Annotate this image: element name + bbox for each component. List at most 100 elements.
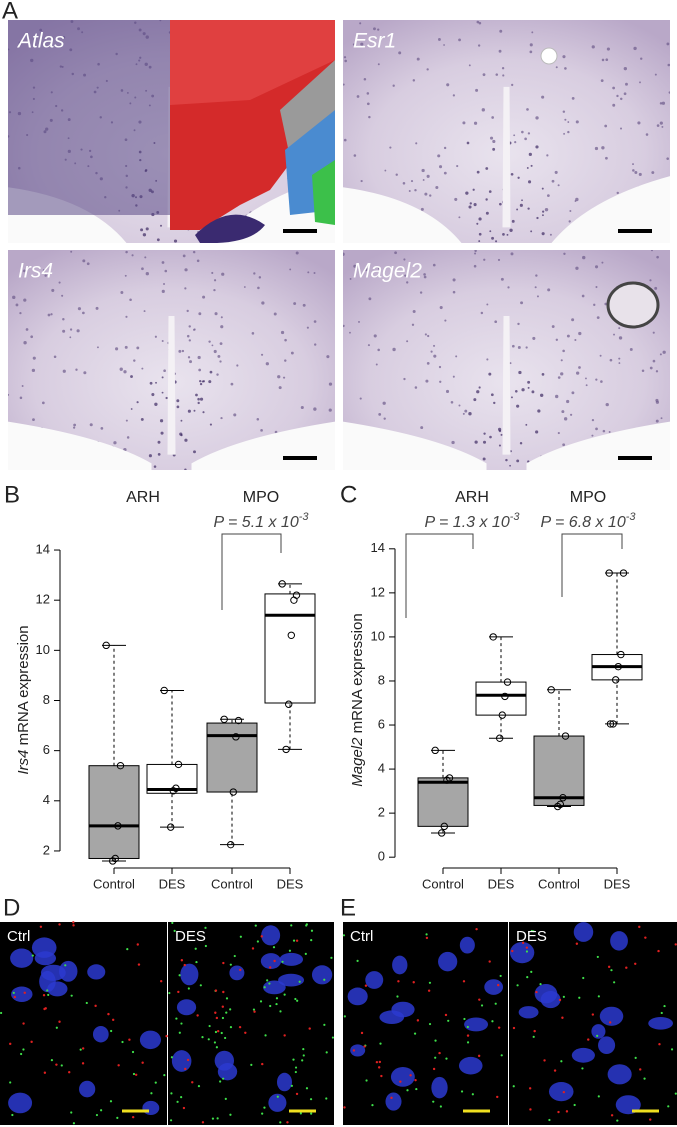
cell	[133, 359, 136, 362]
cell	[154, 402, 158, 406]
cell	[507, 286, 510, 289]
cell	[31, 368, 36, 373]
cell	[634, 170, 638, 174]
cell	[625, 82, 628, 86]
cell	[404, 274, 407, 277]
cell	[482, 73, 486, 77]
cell	[69, 336, 72, 339]
cell	[12, 295, 16, 300]
cell	[476, 170, 480, 174]
cell	[623, 92, 627, 96]
green-dot	[266, 979, 269, 982]
green-dot	[296, 999, 299, 1002]
green-dot	[254, 924, 257, 927]
red-dot	[182, 1106, 186, 1110]
cell	[197, 397, 200, 401]
green-dot	[439, 1105, 442, 1108]
cell	[260, 353, 264, 356]
red-dot	[215, 1016, 219, 1020]
green-dot	[216, 1117, 219, 1120]
cell	[352, 43, 356, 46]
nucleus	[276, 1072, 293, 1092]
cell	[492, 139, 496, 144]
cell	[161, 391, 164, 394]
cell	[180, 419, 183, 422]
red-dot	[380, 1074, 383, 1078]
cell	[422, 179, 425, 181]
cell	[485, 211, 489, 215]
cell	[531, 390, 535, 394]
cell	[230, 382, 234, 386]
cell	[456, 164, 459, 168]
cell	[571, 391, 575, 395]
cell	[176, 399, 180, 403]
red-dot	[416, 1019, 420, 1022]
green-dot	[480, 1004, 484, 1007]
cell	[433, 344, 436, 347]
nucleus	[87, 964, 106, 980]
data-point	[220, 715, 228, 723]
cell	[278, 386, 282, 390]
cell	[21, 385, 24, 387]
cell	[554, 170, 558, 174]
green-dot	[180, 1095, 183, 1099]
nucleus	[610, 931, 628, 951]
data-point	[431, 746, 439, 755]
red-dot	[412, 981, 415, 984]
p-value: P = 1.3 x 10-3	[424, 511, 520, 531]
cell	[551, 325, 555, 328]
cell	[517, 322, 520, 326]
cell	[70, 250, 73, 253]
red-dot	[244, 1031, 247, 1034]
cell	[564, 67, 567, 70]
green-dot	[225, 997, 229, 1000]
cell	[192, 250, 196, 254]
green-dot	[256, 940, 259, 943]
green-dot	[530, 970, 533, 973]
atlas-overlay	[170, 20, 335, 105]
green-dot	[526, 975, 529, 979]
cell	[571, 97, 575, 100]
cell	[115, 347, 119, 351]
cell	[360, 179, 363, 183]
cell	[478, 240, 481, 243]
green-dot	[229, 1025, 233, 1029]
cell	[344, 59, 347, 63]
cell	[359, 22, 362, 25]
cell	[443, 171, 447, 175]
panel-letter: B	[4, 481, 20, 508]
panel-letter: D	[3, 894, 20, 921]
cell	[529, 43, 533, 47]
cell	[478, 217, 482, 221]
cell	[509, 362, 512, 365]
green-dot	[213, 1041, 217, 1044]
green-dot	[225, 1011, 228, 1014]
red-dot	[397, 980, 400, 983]
cell	[178, 349, 182, 353]
data-point	[285, 700, 293, 708]
cell	[161, 261, 165, 264]
red-dot	[23, 991, 26, 994]
green-dot	[342, 934, 346, 937]
red-dot	[409, 1074, 412, 1077]
cell	[519, 203, 523, 207]
red-dot	[644, 936, 647, 939]
ventricle	[502, 86, 511, 228]
cell	[313, 320, 317, 323]
nucleus	[278, 973, 305, 987]
green-dot	[298, 980, 301, 983]
green-dot	[663, 1004, 666, 1008]
cell	[439, 380, 442, 383]
green-dot	[499, 974, 502, 978]
green-dot	[109, 1100, 113, 1103]
green-dot	[491, 1020, 494, 1023]
data-point	[287, 631, 295, 639]
nucleus	[648, 1017, 673, 1030]
cell	[473, 121, 478, 125]
green-dot	[214, 1030, 218, 1034]
green-dot	[110, 1029, 113, 1033]
cell	[450, 400, 454, 404]
green-dot	[578, 996, 581, 999]
cell	[478, 386, 481, 389]
cell	[416, 57, 420, 61]
